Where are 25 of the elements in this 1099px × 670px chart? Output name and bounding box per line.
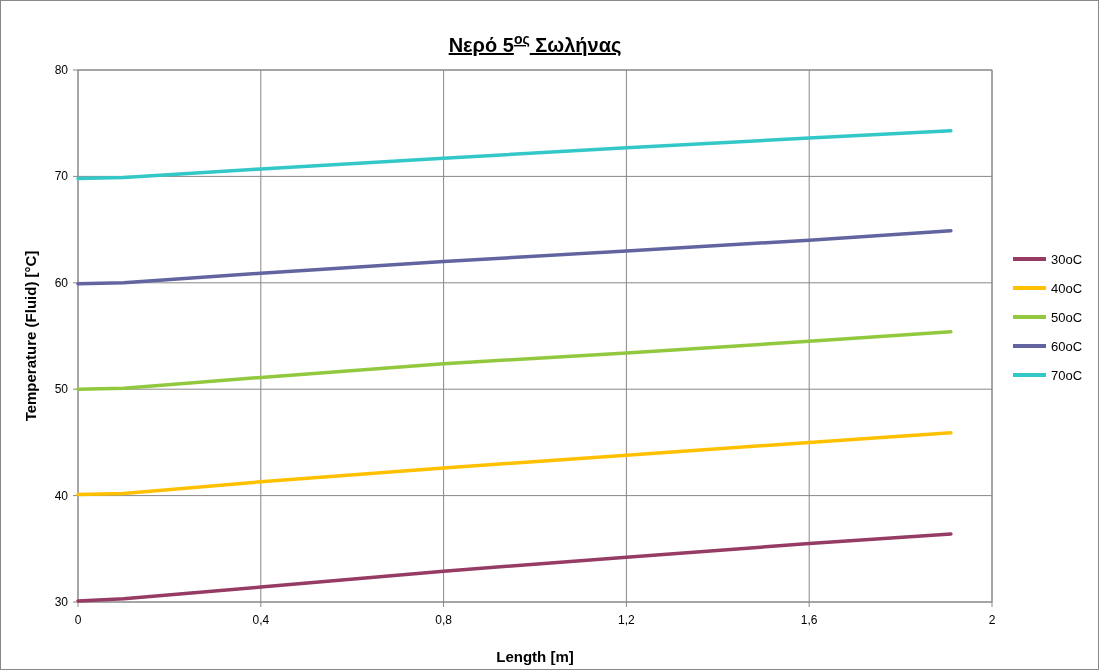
- legend-label: 60oC: [1051, 339, 1083, 354]
- line-series: [76, 228, 953, 286]
- x-tick-label: 2: [988, 613, 996, 627]
- y-tick-label: 80: [54, 63, 69, 77]
- y-tick-label: 50: [54, 382, 69, 397]
- line-series: [76, 431, 953, 497]
- x-tick-label: 0: [74, 613, 82, 627]
- line-series: [76, 532, 953, 603]
- legend-label: 70oC: [1051, 368, 1083, 383]
- legend-label: 30oC: [1051, 252, 1083, 267]
- legend-label: 50oC: [1051, 310, 1083, 325]
- x-tick-label: 1,2: [618, 613, 636, 627]
- x-tick-label: 0,8: [435, 613, 453, 627]
- x-axis-title: Length [m]: [496, 648, 574, 665]
- x-tick-label: 1,6: [800, 613, 818, 627]
- y-tick-label: 70: [54, 169, 69, 184]
- x-tick-label: 0,4: [252, 613, 270, 627]
- y-tick-label: 30: [54, 595, 69, 609]
- line-series: [76, 329, 953, 391]
- y-axis-title: Temperature (Fluid) [°C]: [22, 250, 39, 422]
- line-series: [76, 128, 953, 181]
- chart-title: Νερό 5$^{ος}$ Σωλήνας: [448, 31, 622, 56]
- y-tick-label: 40: [54, 488, 69, 503]
- y-tick-label: 60: [54, 275, 69, 290]
- legend-label: 40oC: [1051, 281, 1083, 296]
